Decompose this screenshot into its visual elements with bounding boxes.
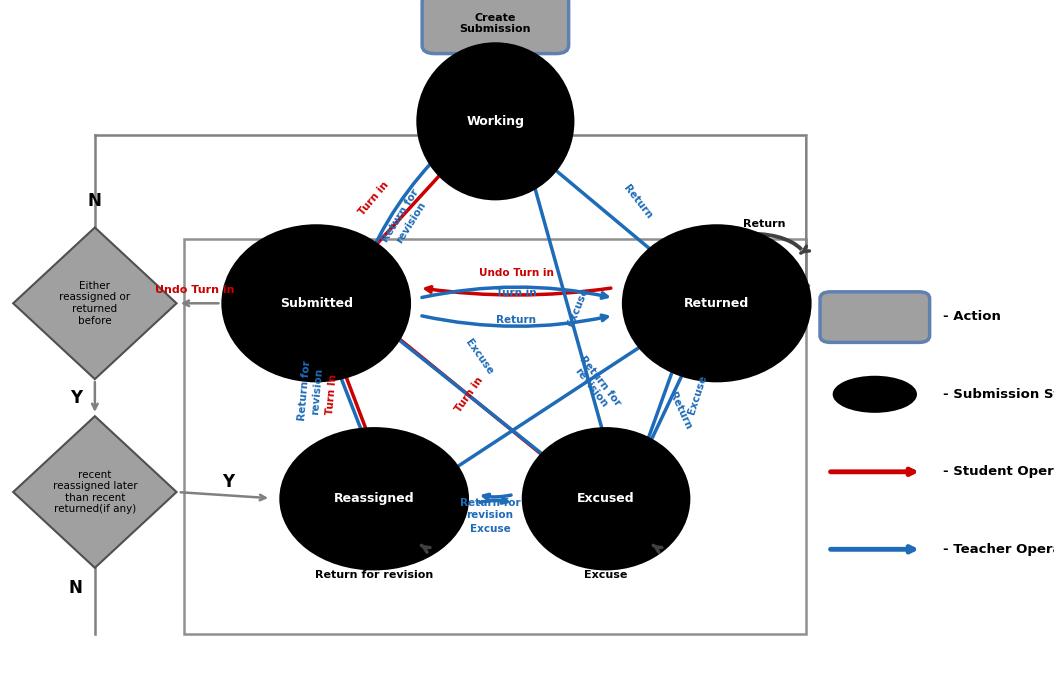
Ellipse shape <box>833 375 917 412</box>
Ellipse shape <box>622 224 812 382</box>
Text: N: N <box>69 579 83 597</box>
Text: Reassigned: Reassigned <box>334 492 414 506</box>
Ellipse shape <box>522 427 690 570</box>
Text: Return for
revision: Return for revision <box>568 354 623 415</box>
Text: Return: Return <box>496 315 536 325</box>
Text: Submitted: Submitted <box>279 297 353 310</box>
Text: Return for
revision: Return for revision <box>380 187 431 251</box>
Text: Return for revision: Return for revision <box>315 570 433 580</box>
Text: N: N <box>87 191 102 210</box>
Text: Return: Return <box>743 219 785 228</box>
Text: Excused: Excused <box>578 492 635 506</box>
Text: Excuse: Excuse <box>464 338 495 377</box>
FancyBboxPatch shape <box>422 0 569 53</box>
Polygon shape <box>13 227 176 379</box>
Text: Either
reassigned or
returned
before: Either reassigned or returned before <box>59 281 131 326</box>
Text: - Submission Status: - Submission Status <box>943 388 1054 401</box>
Polygon shape <box>13 416 176 568</box>
Text: recent
reassigned later
than recent
returned(if any): recent reassigned later than recent retu… <box>53 470 137 514</box>
Text: Excuse: Excuse <box>565 286 590 328</box>
Text: Undo Turn in: Undo Turn in <box>479 268 554 278</box>
Text: - Action: - Action <box>943 310 1001 324</box>
Text: - Student Operation: - Student Operation <box>943 465 1054 479</box>
Text: Return: Return <box>622 183 653 221</box>
Text: Return for
revision: Return for revision <box>460 498 521 520</box>
Text: Turn In: Turn In <box>326 373 338 415</box>
Text: Excuse: Excuse <box>687 373 708 415</box>
Text: Returned: Returned <box>684 297 749 310</box>
Text: Turn in: Turn in <box>453 375 485 414</box>
Ellipse shape <box>221 224 411 382</box>
Text: Turn in: Turn in <box>496 288 536 298</box>
Ellipse shape <box>416 42 574 200</box>
Text: Return for
revision: Return for revision <box>297 360 325 422</box>
FancyBboxPatch shape <box>820 292 930 342</box>
Text: Y: Y <box>70 389 82 406</box>
Text: Excuse: Excuse <box>470 524 510 534</box>
Text: Undo Turn in: Undo Turn in <box>155 285 235 295</box>
Text: - Teacher Operation: - Teacher Operation <box>943 543 1054 556</box>
Ellipse shape <box>279 427 469 570</box>
Text: Return: Return <box>667 391 692 431</box>
Text: Create
Submission: Create Submission <box>460 13 531 34</box>
Text: Excuse: Excuse <box>584 570 628 580</box>
Text: Working: Working <box>466 115 525 128</box>
Text: Y: Y <box>221 473 234 491</box>
Text: Turn in: Turn in <box>357 180 391 218</box>
